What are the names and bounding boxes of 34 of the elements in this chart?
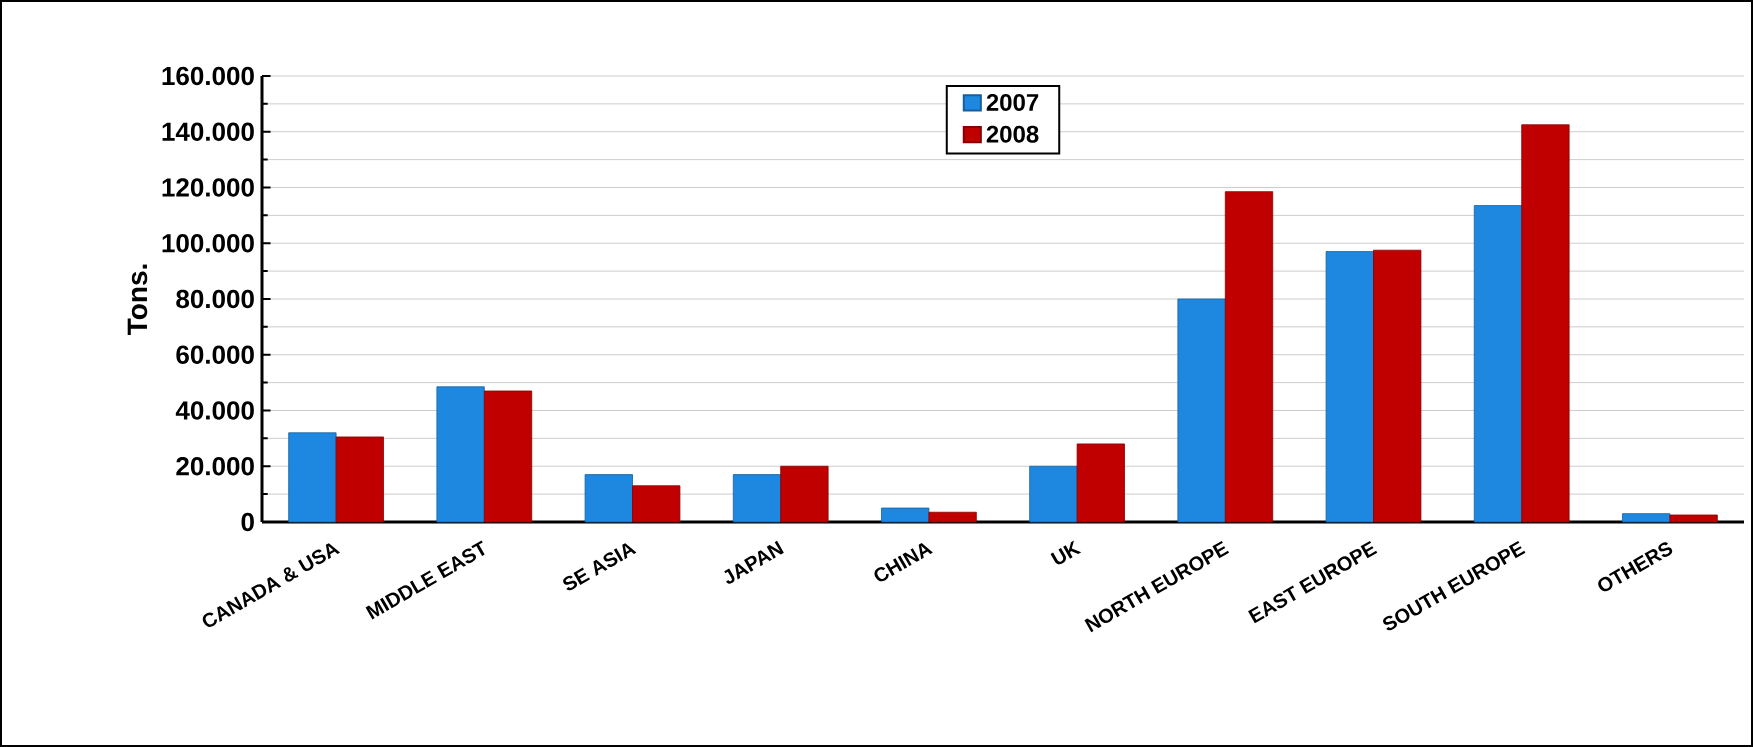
bar — [1224, 191, 1274, 523]
bar — [928, 511, 977, 523]
y-axis-title: Tons. — [127, 264, 148, 335]
x-tick-label: UK — [1050, 540, 1082, 565]
legend-label: 2008 — [986, 125, 1039, 143]
bar — [1669, 514, 1718, 523]
y-tick-label: 80.000 — [176, 289, 254, 309]
bar — [1177, 298, 1226, 523]
bar — [881, 507, 930, 523]
y-tick-label: 20.000 — [176, 457, 254, 476]
bar — [732, 474, 782, 523]
legend-label: 2007 — [986, 93, 1039, 111]
bar — [288, 432, 337, 523]
bar — [584, 474, 633, 523]
bar — [1076, 443, 1125, 523]
bar — [1325, 251, 1374, 523]
y-tick-label: 60.000 — [176, 345, 254, 364]
y-tick-label: 100.000 — [162, 234, 254, 253]
bar — [1373, 249, 1422, 523]
bar — [780, 465, 829, 523]
bar — [632, 485, 681, 523]
bar — [335, 436, 384, 523]
bar — [1473, 205, 1523, 523]
bar — [1521, 124, 1570, 523]
bar — [1029, 465, 1078, 523]
y-tick-label: 120.000 — [162, 178, 254, 197]
y-tick-label: 160.000 — [162, 66, 254, 86]
bar — [483, 390, 533, 523]
y-tick-label: 0 — [241, 512, 254, 532]
y-tick-label: 140.000 — [162, 122, 254, 141]
x-tick-label: SE ASIA — [563, 543, 637, 591]
bar — [1622, 513, 1671, 523]
y-tick-label: 40.000 — [175, 401, 254, 420]
bar — [436, 386, 485, 523]
